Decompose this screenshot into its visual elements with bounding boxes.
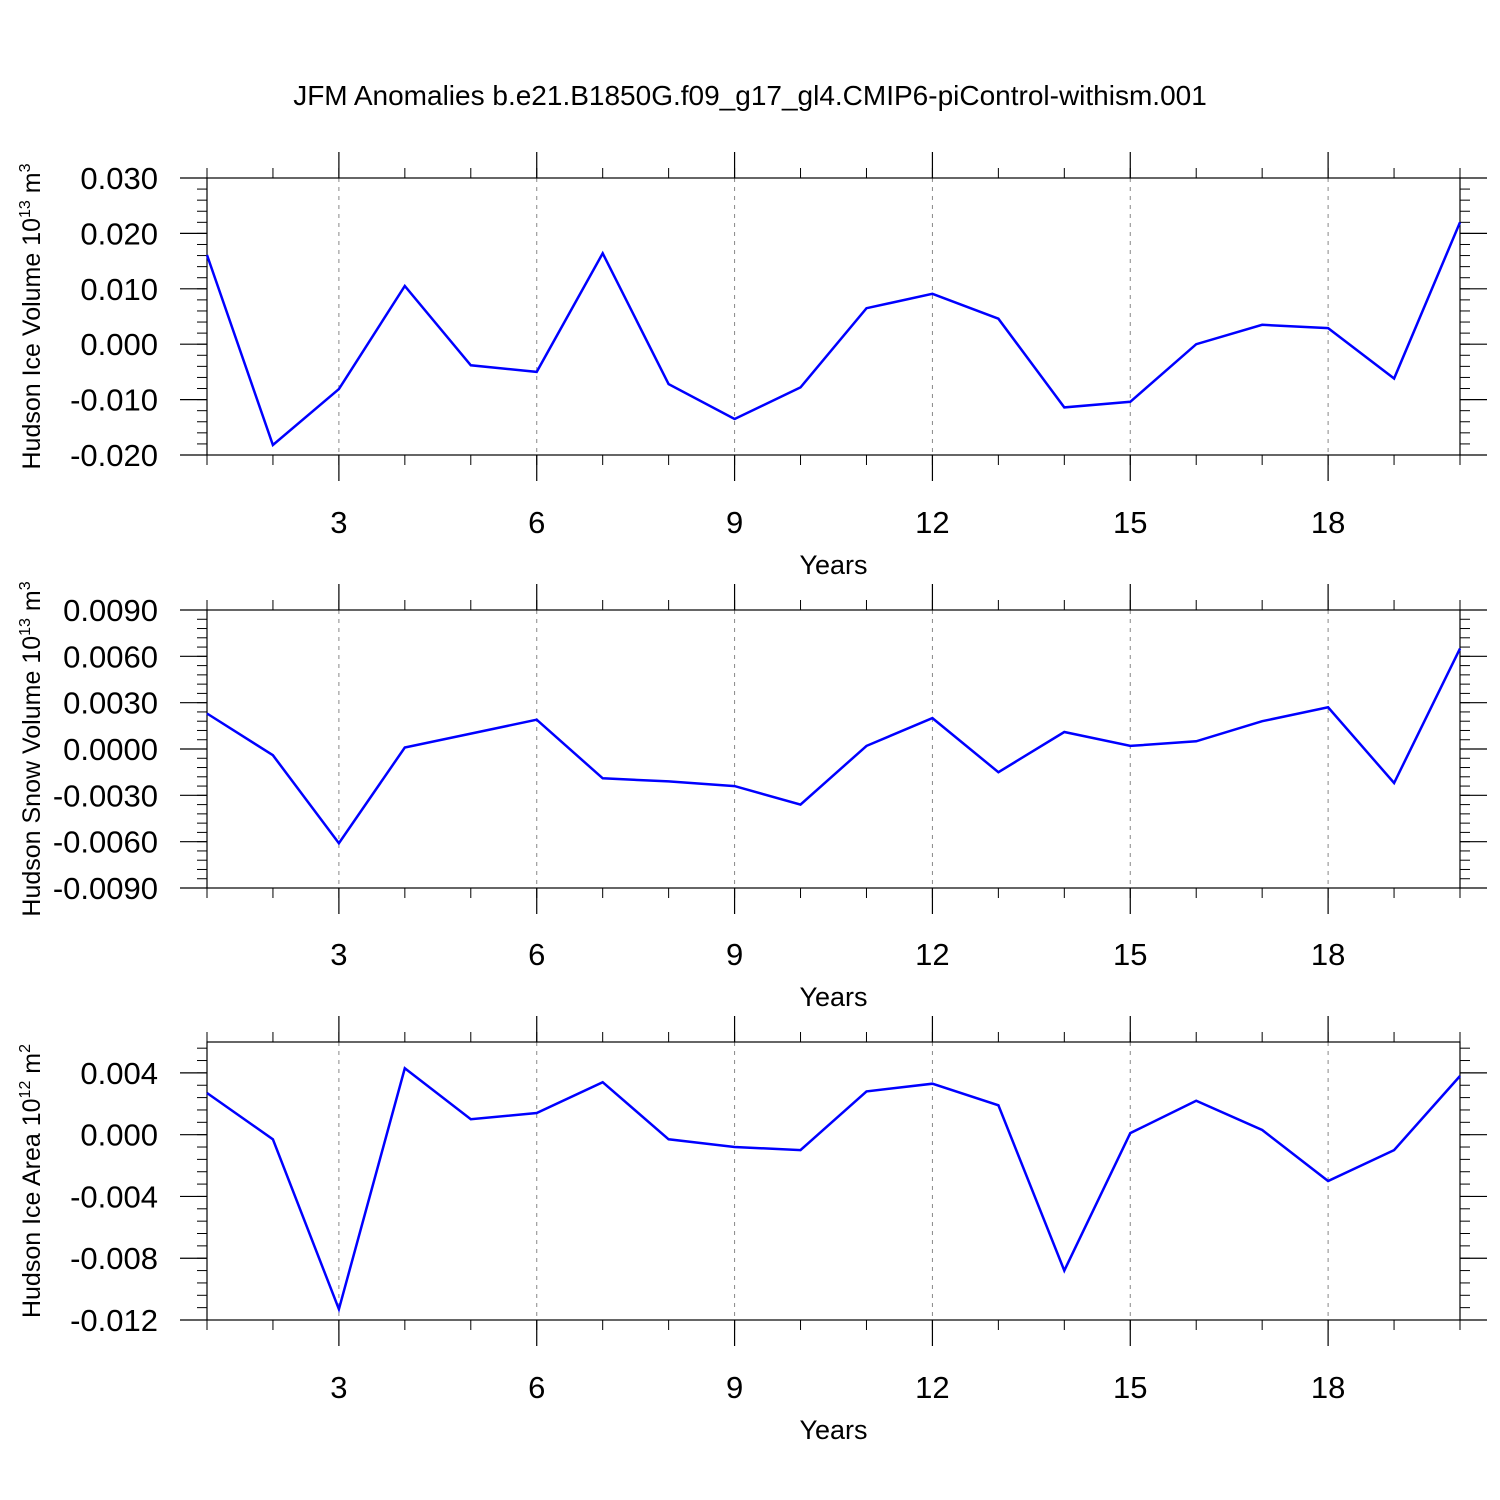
- y-tick-label: -0.0090: [53, 871, 158, 906]
- series-line: [206, 1066, 1461, 1314]
- y-tick-label: -0.0030: [53, 778, 158, 813]
- y-tick-label: -0.004: [70, 1179, 158, 1214]
- x-axis-title: Years: [799, 982, 867, 1012]
- x-axis-title: Years: [799, 550, 867, 580]
- x-tick-label: 18: [1311, 505, 1345, 540]
- x-tick-label: 15: [1113, 505, 1147, 540]
- y-tick-label: 0.0000: [63, 732, 158, 767]
- y-tick-label: 0.0030: [63, 686, 158, 721]
- panel-ice-volume: 3 6 9 12 15 18 -0.020 -0.010 0.000 0.010 0.020 0.03…: [17, 152, 1487, 580]
- y-tick-label: -0.012: [70, 1303, 158, 1338]
- y-tick-label: 0.000: [80, 327, 158, 362]
- y-axis-title: Hudson Snow Volume 1013 m3: [17, 581, 46, 916]
- y-tick-label: 0.0090: [63, 593, 158, 628]
- y-tick-label: 0.0060: [63, 639, 158, 674]
- y-tick-label: 0.004: [80, 1056, 158, 1091]
- y-tick-label: 0.020: [80, 216, 158, 251]
- plot-frame: [206, 609, 1461, 889]
- y-tick-label: 0.010: [80, 272, 158, 307]
- x-tick-label: 6: [528, 1370, 545, 1405]
- panel-ice-area: 3 6 9 12 15 18 -0.012 -0.008 -0.004 0.000 0.004 Yea…: [17, 1016, 1487, 1445]
- x-axis-title: Years: [799, 1415, 867, 1445]
- x-tick-label: 3: [330, 1370, 347, 1405]
- x-tick-label: 9: [726, 1370, 743, 1405]
- series-line: [206, 648, 1462, 846]
- x-tick-label: 15: [1113, 937, 1147, 972]
- y-tick-label: -0.020: [70, 438, 158, 473]
- y-tick-label: -0.010: [70, 383, 158, 418]
- x-tick-label: 3: [330, 505, 347, 540]
- x-tick-label: 9: [726, 937, 743, 972]
- x-tick-label: 6: [528, 505, 545, 540]
- plot-frame: [206, 177, 1461, 456]
- panel-snow-volume: 3 6 9 12 15 18 -0.0090 -0.0060 -0.0030 0.0000 0.00…: [17, 581, 1487, 1012]
- x-tick-label: 3: [330, 937, 347, 972]
- figure-title: JFM Anomalies b.e21.B1850G.f09_g17_gl4.C…: [293, 80, 1207, 111]
- x-tick-label: 6: [528, 937, 545, 972]
- x-tick-label: 18: [1311, 937, 1345, 972]
- y-axis-title: Hudson Ice Area 1012 m2: [17, 1044, 46, 1318]
- x-tick-label: 15: [1113, 1370, 1147, 1405]
- y-tick-label: -0.008: [70, 1241, 158, 1276]
- y-tick-label: -0.0060: [53, 825, 158, 860]
- plot-frame: [206, 1041, 1461, 1321]
- x-tick-label: 12: [915, 937, 949, 972]
- y-tick-label: 0.030: [80, 161, 158, 196]
- x-tick-label: 9: [726, 505, 743, 540]
- x-tick-label: 12: [915, 1370, 949, 1405]
- x-tick-label: 12: [915, 505, 949, 540]
- series-line: [205, 221, 1462, 448]
- x-tick-label: 18: [1311, 1370, 1345, 1405]
- y-tick-label: 0.000: [80, 1118, 158, 1153]
- y-axis-title: Hudson Ice Volume 1013 m3: [17, 163, 46, 469]
